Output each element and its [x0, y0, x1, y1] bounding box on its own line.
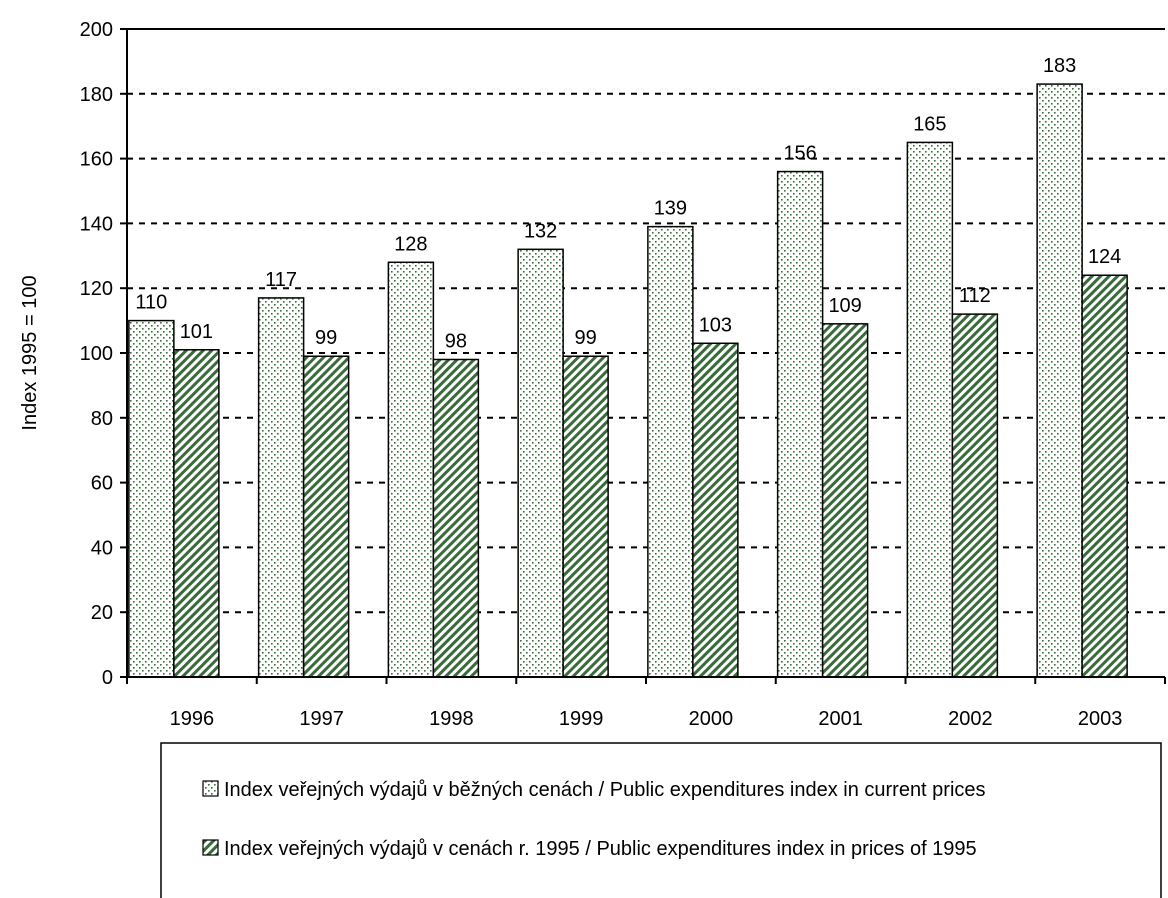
- data-label: 165: [913, 113, 946, 135]
- legend-swatch-1995-prices: [202, 839, 219, 856]
- bar-current-prices-2002: [906, 141, 954, 678]
- data-label: 112: [959, 285, 991, 307]
- data-label: 117: [265, 269, 297, 291]
- data-label: 124: [1088, 246, 1121, 268]
- data-label: 132: [524, 220, 557, 242]
- bar-current-prices-2001: [776, 170, 824, 678]
- x-tick-label: 1999: [559, 708, 604, 730]
- bar-current-prices-2003: [1036, 83, 1083, 678]
- x-tick-labels: 1996 1997 1998 1999 2000 2001 2002 2003: [170, 708, 1123, 730]
- data-label: 110: [135, 292, 167, 314]
- y-tick-label: 100: [80, 343, 113, 365]
- x-tick-label: 2000: [689, 708, 734, 730]
- data-label: 139: [654, 198, 687, 220]
- y-tick-label: 40: [91, 537, 113, 559]
- bar-1995-prices-2003: [1081, 274, 1128, 678]
- data-label: 109: [828, 295, 861, 317]
- data-label: 103: [699, 314, 732, 336]
- legend-label-1995-prices: Index veřejných výdajů v cenách r. 1995 …: [224, 838, 977, 860]
- bar-current-prices-2000: [647, 225, 694, 678]
- data-labels: 110 117 128 132 139 156 165 183 101 99 98 99 103 109 1…: [135, 55, 1121, 352]
- bar-current-prices-1996: [128, 319, 175, 678]
- y-tick-label: 140: [80, 213, 113, 235]
- bar-1995-prices-2000: [692, 342, 739, 678]
- legend-label-current-prices: Index veřejných výdajů v běžných cenách …: [224, 779, 986, 801]
- bar-1995-prices-2002: [951, 313, 999, 678]
- bar-1995-prices-1997: [302, 355, 350, 678]
- bars: [128, 83, 1128, 678]
- bar-1995-prices-1996: [173, 349, 220, 678]
- data-label: 99: [315, 327, 337, 349]
- y-tick-label: 160: [80, 149, 113, 171]
- x-tick-label: 1998: [429, 708, 474, 730]
- x-tick-label: 2002: [948, 708, 993, 730]
- data-label: 98: [445, 330, 467, 352]
- y-tick-label: 200: [80, 19, 113, 41]
- y-axis-title: Index 1995 = 100: [19, 275, 41, 430]
- x-tick-label: 1997: [299, 708, 344, 730]
- bar-current-prices-1999: [517, 248, 564, 678]
- y-tick-label: 120: [80, 278, 113, 300]
- y-tick-label: 0: [102, 667, 113, 689]
- data-label: 128: [394, 233, 427, 255]
- x-tick-label: 2003: [1078, 708, 1123, 730]
- bar-1995-prices-1999: [562, 355, 609, 678]
- bar-current-prices-1998: [387, 261, 435, 678]
- x-tick-label: 2001: [818, 708, 863, 730]
- y-tick-label: 20: [91, 602, 113, 624]
- bar-1995-prices-2001: [821, 323, 869, 678]
- legend-box: [160, 742, 1162, 898]
- y-tick-label: 80: [91, 408, 113, 430]
- data-label: 99: [575, 327, 597, 349]
- x-tick-label: 1996: [170, 708, 215, 730]
- bar-1995-prices-1998: [432, 358, 480, 678]
- bar-current-prices-1997: [257, 297, 305, 678]
- data-label: 183: [1043, 55, 1076, 77]
- legend: Index veřejných výdajů v běžných cenách …: [160, 742, 1162, 898]
- axes: [120, 28, 1166, 684]
- data-label: 156: [783, 143, 816, 165]
- y-tick-label: 60: [91, 473, 113, 495]
- y-tick-label: 180: [80, 84, 113, 106]
- data-label: 101: [180, 321, 213, 343]
- y-tick-labels: 0 20 40 60 80 100 120 140 160 180 200: [80, 19, 113, 689]
- legend-swatch-current-prices: [202, 780, 219, 797]
